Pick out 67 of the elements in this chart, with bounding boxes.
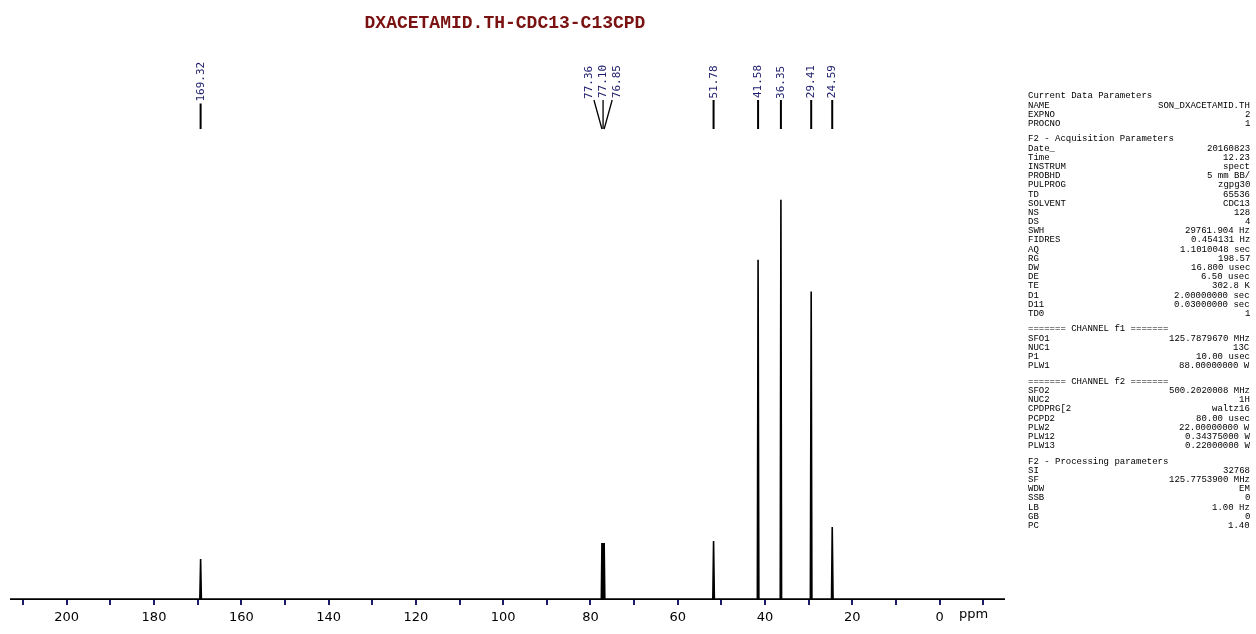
x-tick-label: 0: [935, 608, 944, 624]
text: EXPNO 2: [1028, 110, 1251, 120]
annotation: 169.32: [193, 61, 207, 102]
text: FIDRES 0.454131 Hz: [1028, 235, 1251, 245]
text: NAME SON_DXACETAMID.TH: [1028, 101, 1250, 111]
text: TD0 1: [1028, 309, 1251, 319]
x-tick-label: 40: [756, 608, 774, 624]
text: Date_ 20160823: [1028, 144, 1251, 154]
text: PLW13 0.22000000 W: [1028, 441, 1250, 451]
text: PLW2 22.00000000 W: [1028, 423, 1250, 433]
text: SF 125.7753900 MHz: [1028, 475, 1251, 485]
text: Time 12.23: [1028, 153, 1251, 163]
text: NS 128: [1028, 208, 1251, 218]
annotation: 77.10: [596, 64, 610, 99]
text: GB 0: [1028, 512, 1251, 522]
x-tick-label: 160: [228, 608, 254, 624]
text: DS 4: [1028, 217, 1251, 227]
x-tick-label: 20: [843, 608, 861, 624]
text: PROBHD 5 mm BB/: [1028, 171, 1251, 181]
text: PC 1.40: [1028, 521, 1250, 531]
text: CPDPRG[2 waltz16: [1028, 404, 1250, 414]
annotation: 51.78: [706, 65, 720, 99]
annotation: 76.85: [610, 65, 624, 99]
text: NUC2 1H: [1028, 395, 1250, 405]
text: SFO2 500.2020008 MHz: [1028, 386, 1251, 396]
text: SI 32768: [1028, 466, 1251, 476]
annotation: 29.41: [804, 65, 818, 99]
text: PROCNO 1: [1028, 119, 1251, 129]
text: SOLVENT CDC13: [1028, 199, 1251, 209]
text: PLW12 0.34375000 W: [1028, 432, 1250, 442]
annotation: 41.58: [751, 64, 765, 99]
text: DW 16.800 usec: [1028, 263, 1251, 273]
text: SFO1 125.7879670 MHz: [1028, 334, 1251, 344]
text: D11 0.03000000 sec: [1028, 300, 1250, 310]
text: INSTRUM spect: [1028, 162, 1251, 172]
text: TE 302.8 K: [1028, 281, 1250, 291]
annotation: 24.59: [825, 65, 839, 99]
text: ======= CHANNEL f1 =======: [1028, 324, 1169, 334]
x-tick-label: 180: [141, 608, 167, 624]
text: AQ 1.1010048 sec: [1028, 245, 1251, 255]
text: NUC1 13C: [1028, 343, 1250, 353]
text: Current Data Parameters: [1028, 91, 1153, 101]
text: ======= CHANNEL f2 =======: [1028, 377, 1169, 387]
text: TD 65536: [1028, 190, 1251, 200]
text: RG 198.57: [1028, 254, 1251, 264]
text: F2 - Acquisition Parameters: [1028, 134, 1174, 144]
chart-title: DXACETAMID.TH-CDC13-C13CPD: [364, 13, 646, 34]
x-axis-title: ppm: [959, 606, 989, 621]
text: PCPD2 80.00 usec: [1028, 414, 1251, 424]
x-tick-label: 80: [582, 608, 599, 624]
text: SWH 29761.904 Hz: [1028, 226, 1250, 236]
text: PLW1 88.00000000 W: [1028, 361, 1250, 371]
text: SSB 0: [1028, 493, 1251, 503]
x-tick-label: 120: [403, 608, 429, 624]
text: D1 2.00000000 sec: [1028, 291, 1250, 301]
text: PULPROG zgpg30: [1028, 180, 1251, 190]
text: WDW EM: [1028, 484, 1250, 494]
text: F2 - Processing parameters: [1028, 457, 1169, 467]
x-tick-label: 140: [316, 608, 341, 624]
x-tick-label: 200: [54, 608, 80, 624]
annotation: 77.36: [581, 65, 595, 99]
text: DE 6.50 usec: [1028, 272, 1250, 282]
text: LB 1.00 Hz: [1028, 503, 1250, 513]
x-tick-label: 100: [490, 608, 516, 624]
x-tick-label: 60: [669, 608, 686, 624]
annotation: 36.35: [773, 65, 787, 99]
text: P1 10.00 usec: [1028, 352, 1251, 362]
